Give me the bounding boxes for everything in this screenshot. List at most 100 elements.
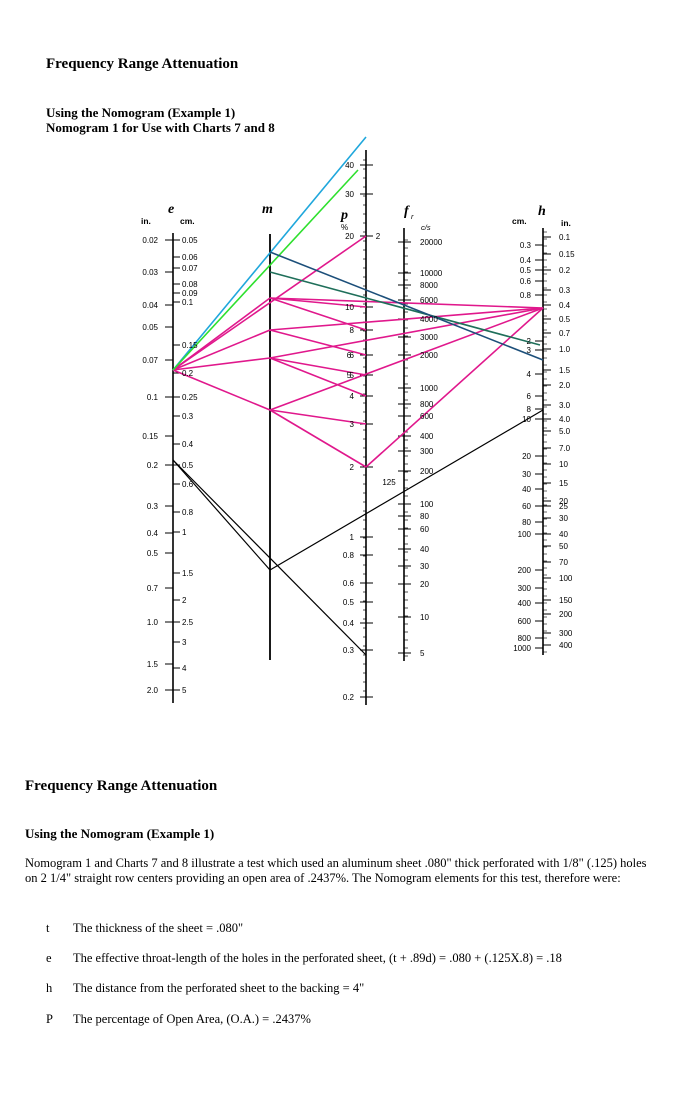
h-cm-tick-label: 4	[527, 370, 532, 379]
e-in-tick-label: 0.2	[147, 461, 159, 470]
magenta-m-to-p-line	[269, 329, 367, 356]
h-cm-tick-label: 400	[518, 599, 532, 608]
h-cm-unit: cm.	[512, 216, 527, 226]
e-cm-tick-label: 0.06	[182, 253, 198, 262]
e-in-tick-label: 0.5	[147, 549, 159, 558]
list-item-t: t The thickness of the sheet = .080"	[46, 921, 243, 936]
nomogram-figure: e in. cm. m p % f r c/s h cm. in. 0.02 0.…	[141, 136, 575, 705]
p-tick-label: 5	[350, 371, 355, 380]
h-in-tick-label: 200	[559, 610, 573, 619]
fr-tick-label: 8000	[420, 281, 438, 290]
h-in-tick-label: 5.0	[559, 427, 571, 436]
description-paragraph: Nomogram 1 and Charts 7 and 8 illustrate…	[25, 856, 647, 885]
item-text: The percentage of Open Area, (O.A.) = .2…	[73, 1012, 311, 1026]
caption-line-1: Using the Nomogram (Example 1)	[46, 105, 236, 120]
e-cm-tick-label: 4	[182, 664, 187, 673]
e-cm-unit: cm.	[180, 216, 195, 226]
p-tick-label: 20	[345, 232, 354, 241]
construction-lines	[172, 136, 544, 656]
magenta-m-to-p-line	[269, 357, 367, 376]
e-in-tick-label: 0.4	[147, 529, 159, 538]
e-in-tick-label: 0.04	[142, 301, 158, 310]
h-cm-tick-label: 10	[522, 415, 531, 424]
page-title: Frequency Range Attenuation	[46, 56, 239, 72]
e-cm-tick-label: 2.5	[182, 618, 194, 627]
e-cm-tick-label: 1	[182, 528, 187, 537]
h-cm-tick-label: 1000	[513, 644, 531, 653]
navy-line	[269, 251, 544, 361]
nomogram-axes	[165, 150, 551, 705]
p-tick-label: 0.5	[343, 598, 355, 607]
fr-tick-label: 2000	[420, 351, 438, 360]
e-in-tick-label: 0.1	[147, 393, 159, 402]
tick-labels: 0.020.030.040.050.070.10.150.20.30.40.50…	[142, 161, 575, 702]
list-item-h: h The distance from the perforated sheet …	[46, 981, 364, 996]
fr-unit: c/s	[421, 223, 431, 232]
magenta-m-to-p-line	[269, 357, 367, 397]
e-cm-tick-label: 0.3	[182, 412, 194, 421]
h-in-unit: in.	[561, 218, 571, 228]
e-in-tick-label: 0.15	[142, 432, 158, 441]
magenta-m-to-h-line	[269, 307, 544, 411]
h-in-tick-label: 50	[559, 542, 568, 551]
h-in-tick-label: 0.4	[559, 301, 571, 310]
h-cm-tick-label: 20	[522, 452, 531, 461]
fr-tick-label: 10	[420, 613, 429, 622]
e-in-tick-label: 1.0	[147, 618, 159, 627]
fr-tick-label: 300	[420, 447, 434, 456]
list-item-e: e The effective throat-length of the hole…	[46, 951, 562, 966]
fr-axis-subscript: r	[411, 212, 414, 221]
fr-tick-label: 60	[420, 525, 429, 534]
h-in-tick-label: 10	[559, 460, 568, 469]
fr-tick-label: 5	[420, 649, 425, 658]
magenta-p-to-h-line	[365, 307, 544, 468]
h-axis-letter: h	[538, 204, 546, 219]
black-e-to-p-line	[172, 459, 367, 656]
teal-line	[269, 271, 541, 346]
magenta-e-to-m-line	[172, 369, 271, 411]
p-tick-label: 1	[350, 533, 355, 542]
p-tick-label: 10	[345, 303, 354, 312]
item-key: t	[46, 921, 50, 935]
magenta-m-to-p-line	[269, 297, 367, 308]
p-tick-label: 3	[350, 420, 355, 429]
h-cm-tick-label: 0.6	[520, 277, 532, 286]
h-cm-tick-label: 800	[518, 634, 532, 643]
h-in-tick-label: 0.1	[559, 233, 571, 242]
h-in-tick-label: 15	[559, 479, 568, 488]
h-in-tick-label: 40	[559, 530, 568, 539]
magenta-m-to-p-line	[269, 409, 367, 468]
h-in-tick-label: 2.0	[559, 381, 571, 390]
h-cm-tick-label: 80	[522, 518, 531, 527]
p-tick-label: 6	[350, 351, 355, 360]
cyan-line	[172, 136, 367, 371]
fr-tick-label: 4000	[420, 315, 438, 324]
fr-tick-label: 20000	[420, 238, 443, 247]
h-in-tick-label: 150	[559, 596, 573, 605]
h-in-tick-label: 0.7	[559, 329, 571, 338]
fr-tick-label: 30	[420, 562, 429, 571]
fr-tick-label: 800	[420, 400, 434, 409]
e-cm-tick-label: 0.5	[182, 461, 194, 470]
h-cm-tick-label: 200	[518, 566, 532, 575]
item-text: The distance from the perforated sheet t…	[73, 981, 365, 995]
e-cm-tick-label: 3	[182, 638, 187, 647]
e-in-tick-label: 0.02	[142, 236, 158, 245]
e-cm-tick-label: 0.4	[182, 440, 194, 449]
fr-tick-label: 40	[420, 545, 429, 554]
p-tick-label: 30	[345, 190, 354, 199]
h-cm-tick-label: 0.5	[520, 266, 532, 275]
p-tick-label: 8	[350, 326, 355, 335]
e-in-tick-label: 0.3	[147, 502, 159, 511]
h-in-tick-label: 1.5	[559, 366, 571, 375]
p-tick-label: 4	[350, 392, 355, 401]
p-percent-unit: %	[341, 223, 348, 232]
e-cm-tick-label: 0.6	[182, 480, 194, 489]
h-in-tick-label: 0.2	[559, 266, 571, 275]
e-in-tick-label: 0.03	[142, 268, 158, 277]
fr-axis-letter: f	[404, 204, 410, 219]
magenta-m-to-p-line	[269, 409, 367, 425]
h-cm-tick-label: 0.3	[520, 241, 532, 250]
item-key: e	[46, 951, 52, 965]
e-in-tick-label: 2.0	[147, 686, 159, 695]
